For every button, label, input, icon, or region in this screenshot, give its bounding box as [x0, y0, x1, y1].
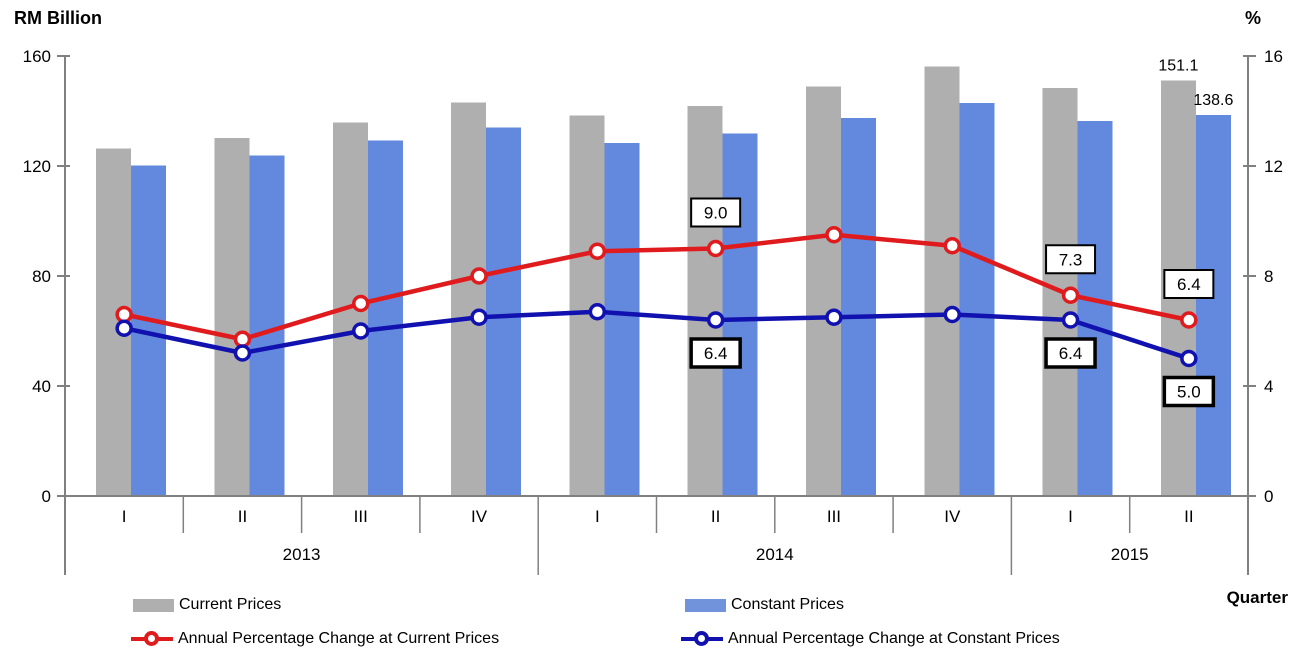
- point-current-q9: [1061, 286, 1080, 304]
- point-current-q10: [1180, 311, 1198, 329]
- legend-label: Annual Percentage Change at Current Pric…: [178, 630, 500, 647]
- legend-label: Constant Prices: [731, 596, 844, 613]
- point-constant-q8: [943, 305, 961, 324]
- legend-label: Annual Percentage Change at Constant Pri…: [728, 630, 1060, 647]
- current-prices-swatch-icon: [133, 598, 174, 612]
- bar-current-q8: [924, 66, 960, 496]
- left-axis-tick-label: 120: [23, 157, 51, 176]
- bar-value-label: 151.1: [1158, 57, 1198, 74]
- point-constant-q5: [588, 303, 607, 321]
- point-constant-q6: [706, 311, 725, 329]
- line-constant-pct: [123, 309, 1190, 361]
- legend-item-pct-change-constant: Annual Percentage Change at Constant Pri…: [681, 630, 1060, 648]
- point-label-value: 6.4: [1177, 275, 1201, 294]
- bar-current-q6: [687, 105, 723, 497]
- bar-value-label: 138.6: [1193, 92, 1233, 109]
- quarter-label: I: [595, 507, 600, 526]
- right-axis-tick-label: 0: [1264, 487, 1273, 506]
- bar-constant-q8: [959, 102, 995, 496]
- point-constant-q10: [1180, 349, 1198, 368]
- legend-label: Current Prices: [179, 596, 282, 613]
- point-constant-q9: [1061, 311, 1080, 329]
- point-current-q4: [470, 267, 488, 285]
- year-label: 2014: [756, 545, 794, 564]
- bar-constant-q3: [367, 140, 403, 496]
- point-current-q8: [943, 237, 961, 255]
- point-label-box-6.4: [1044, 337, 1097, 369]
- quarter-label: I: [122, 507, 127, 526]
- red-line-marker-icon: [131, 631, 173, 647]
- point-current-q1: [115, 305, 133, 324]
- left-axis-tick-label: 0: [42, 487, 51, 506]
- point-label-box-6.4: [689, 337, 742, 369]
- point-constant-q4: [470, 308, 488, 326]
- quarter-label: II: [711, 507, 720, 526]
- right-axis-title: %: [1245, 8, 1262, 28]
- point-constant-q3: [352, 322, 370, 340]
- bar-current-q4: [451, 102, 487, 496]
- point-label-value: 6.4: [704, 344, 728, 363]
- point-label-box-5.0: [1162, 375, 1216, 408]
- line-current-pct: [123, 232, 1190, 342]
- bar-current-q2: [214, 137, 250, 496]
- bar-constant-q4: [486, 127, 522, 496]
- bar-constant-q6: [722, 133, 758, 497]
- quarter-label: I: [1068, 507, 1073, 526]
- left-axis-tick-label: 40: [32, 377, 51, 396]
- point-label-value: 7.3: [1059, 250, 1083, 269]
- point-current-q3: [352, 294, 370, 313]
- point-label-value: 9.0: [704, 204, 728, 223]
- quarter-label: II: [1184, 507, 1193, 526]
- bar-constant-q7: [840, 118, 876, 497]
- bar-constant-q10: [1195, 114, 1231, 496]
- x-axis-title: Quarter: [1226, 588, 1288, 607]
- constant-prices-swatch-icon: [685, 598, 726, 612]
- bar-constant-q9: [1077, 121, 1113, 497]
- left-axis-tick-label: 80: [32, 267, 51, 286]
- legend-item-pct-change-current: Annual Percentage Change at Current Pric…: [131, 630, 499, 648]
- point-constant-q2: [233, 344, 252, 362]
- right-axis-tick-label: 4: [1264, 377, 1273, 396]
- quarter-label: III: [354, 507, 368, 526]
- point-constant-q7: [825, 308, 843, 326]
- bar-constant-q2: [249, 155, 285, 496]
- bar-current-q7: [805, 86, 841, 497]
- legend-marker-dot: [694, 631, 709, 646]
- legend-item-current-prices: Current Prices: [133, 596, 281, 614]
- point-current-q6: [706, 239, 725, 258]
- point-label-box-9.0: [690, 197, 742, 228]
- right-axis-tick-label: 12: [1264, 157, 1283, 176]
- point-label-value: 5.0: [1177, 383, 1201, 402]
- quarter-label: II: [238, 507, 247, 526]
- navy-line-marker-icon: [681, 631, 723, 647]
- year-label: 2013: [283, 545, 321, 564]
- point-label-box-7.3: [1045, 244, 1097, 275]
- right-axis-tick-label: 16: [1264, 47, 1283, 66]
- left-axis-tick-label: 160: [23, 47, 51, 66]
- right-axis-tick-label: 8: [1264, 267, 1273, 286]
- bar-constant-q5: [604, 142, 640, 496]
- legend-item-constant-prices: Constant Prices: [685, 596, 844, 614]
- legend-marker-dot: [144, 631, 159, 646]
- point-label-box-6.4: [1163, 269, 1215, 299]
- quarter-label: IV: [471, 507, 488, 526]
- quarter-label: IV: [944, 507, 961, 526]
- year-label: 2015: [1111, 545, 1149, 564]
- point-current-q2: [233, 330, 252, 348]
- quarter-label: III: [827, 507, 841, 526]
- point-current-q7: [825, 226, 843, 244]
- point-current-q5: [588, 242, 607, 260]
- left-axis-title: RM Billion: [14, 8, 102, 28]
- point-label-value: 6.4: [1059, 344, 1083, 363]
- point-constant-q1: [115, 319, 133, 337]
